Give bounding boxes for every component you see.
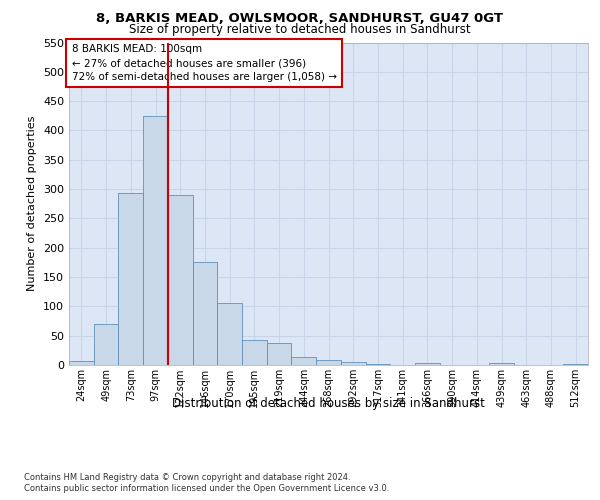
Bar [143, 116, 168, 365]
Bar [217, 304, 242, 365]
Text: Contains public sector information licensed under the Open Government Licence v3: Contains public sector information licen… [24, 484, 389, 493]
Bar [341, 362, 365, 365]
Bar [69, 361, 94, 365]
Bar [292, 357, 316, 365]
Text: Size of property relative to detached houses in Sandhurst: Size of property relative to detached ho… [129, 24, 471, 36]
Bar [242, 340, 267, 365]
Text: 8 BARKIS MEAD: 100sqm
← 27% of detached houses are smaller (396)
72% of semi-det: 8 BARKIS MEAD: 100sqm ← 27% of detached … [71, 44, 337, 82]
Bar [118, 193, 143, 365]
Text: Distribution of detached houses by size in Sandhurst: Distribution of detached houses by size … [172, 398, 485, 410]
Bar [489, 363, 514, 365]
Bar [415, 363, 440, 365]
Y-axis label: Number of detached properties: Number of detached properties [28, 116, 37, 292]
Bar [94, 324, 118, 365]
Text: Contains HM Land Registry data © Crown copyright and database right 2024.: Contains HM Land Registry data © Crown c… [24, 472, 350, 482]
Bar [365, 364, 390, 365]
Bar [563, 364, 588, 365]
Bar [168, 195, 193, 365]
Text: 8, BARKIS MEAD, OWLSMOOR, SANDHURST, GU47 0GT: 8, BARKIS MEAD, OWLSMOOR, SANDHURST, GU4… [97, 12, 503, 26]
Bar [267, 342, 292, 365]
Bar [316, 360, 341, 365]
Bar [193, 262, 217, 365]
